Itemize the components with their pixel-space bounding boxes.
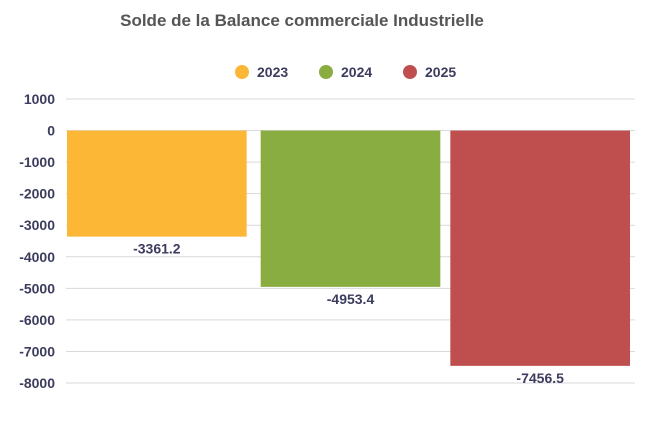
legend-marker-2023 xyxy=(235,65,249,79)
bar-2024 xyxy=(260,130,441,287)
legend-label: 2023 xyxy=(257,64,288,80)
legend-label: 2025 xyxy=(425,64,456,80)
y-tick-label: 1000 xyxy=(24,91,55,107)
data-label: -4953.4 xyxy=(327,291,375,307)
y-tick-label: -7000 xyxy=(19,343,55,359)
bars: -3361.2 -4953.4 -7456.5 xyxy=(67,130,630,386)
y-tick-label: -8000 xyxy=(19,375,55,391)
y-tick-label: -3000 xyxy=(19,217,55,233)
legend-marker-2025 xyxy=(403,65,417,79)
y-tick-label: -5000 xyxy=(19,280,55,296)
y-tick-label: -1000 xyxy=(19,154,55,170)
y-axis: 1000 0 -1000 -2000 -3000 -4000 -5000 -6000 -7000… xyxy=(19,91,55,391)
chart-title: Solde de la Balance commerciale Industri… xyxy=(120,11,484,30)
y-tick-label: 0 xyxy=(47,123,55,139)
legend-marker-2024 xyxy=(319,65,333,79)
bar-2025 xyxy=(450,130,630,366)
y-tick-label: -4000 xyxy=(19,249,55,265)
legend-label: 2024 xyxy=(341,64,372,80)
y-tick-label: -2000 xyxy=(19,186,55,202)
bar-2023 xyxy=(67,130,247,237)
y-tick-label: -6000 xyxy=(19,312,55,328)
data-label: -3361.2 xyxy=(133,241,181,257)
legend: 2023 2024 2025 xyxy=(235,64,456,80)
data-label: -7456.5 xyxy=(516,370,564,386)
